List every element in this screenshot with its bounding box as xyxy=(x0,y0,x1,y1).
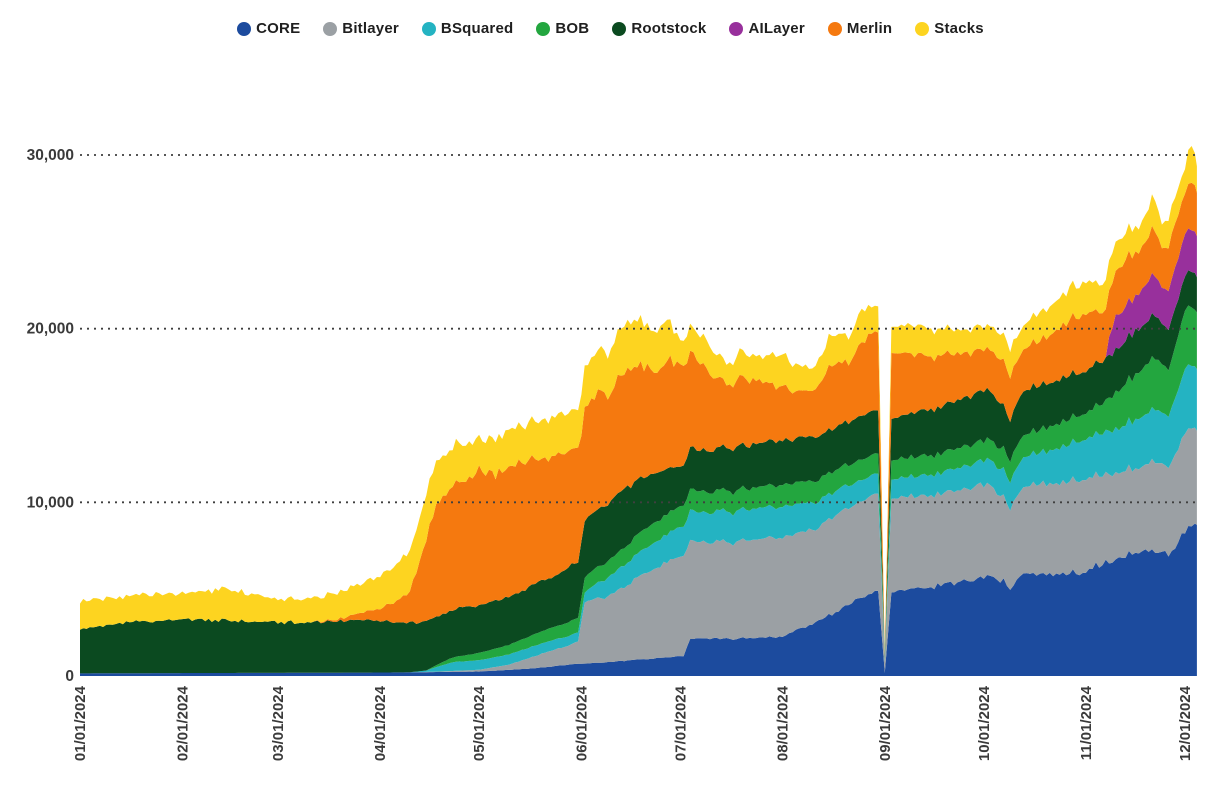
legend-item-ailayer[interactable]: AILayer xyxy=(729,20,805,37)
y-tick-label: 30,000 xyxy=(27,147,74,164)
legend-swatch-merlin-icon xyxy=(827,21,842,36)
legend-swatch-ailayer-icon xyxy=(729,21,744,36)
legend-label: Bitlayer xyxy=(342,20,399,37)
legend-item-bsquared[interactable]: BSquared xyxy=(421,20,514,37)
area-merlin[interactable] xyxy=(80,182,1197,656)
legend-swatch-bsquared-icon xyxy=(421,21,436,36)
legend-label: CORE xyxy=(256,20,301,37)
legend-item-merlin[interactable]: Merlin xyxy=(827,20,893,37)
legend-swatch-bob-icon xyxy=(536,21,551,36)
x-tick-label: 02/01/2024 xyxy=(174,685,191,761)
legend-swatch-rootstock-icon xyxy=(612,21,627,36)
area-stacks[interactable] xyxy=(80,146,1197,653)
x-tick-label: 11/01/2024 xyxy=(1078,685,1095,760)
area-bitlayer[interactable] xyxy=(80,427,1197,674)
x-tick-label: 10/01/2024 xyxy=(976,685,993,761)
x-tick-label: 05/01/2024 xyxy=(471,685,488,761)
x-tick-label: 01/01/2024 xyxy=(72,685,89,761)
legend-swatch-stacks-icon xyxy=(915,21,930,36)
legend-item-bob[interactable]: BOB xyxy=(536,20,589,37)
y-tick-label: 10,000 xyxy=(27,494,74,511)
legend-item-stacks[interactable]: Stacks xyxy=(915,20,984,37)
x-tick-label: 04/01/2024 xyxy=(372,685,389,761)
legend-label: Rootstock xyxy=(631,20,707,37)
x-tick-label: 08/01/2024 xyxy=(775,685,792,761)
legend-item-bitlayer[interactable]: Bitlayer xyxy=(323,20,399,37)
legend-label: BOB xyxy=(555,20,590,37)
legend-swatch-core-icon xyxy=(237,21,252,36)
y-tick-label: 0 xyxy=(65,668,74,685)
x-tick-label: 06/01/2024 xyxy=(573,685,590,761)
x-tick-label: 12/01/2024 xyxy=(1177,685,1194,761)
y-tick-label: 20,000 xyxy=(27,321,74,338)
legend-label: Merlin xyxy=(846,20,893,37)
legend-label: BSquared xyxy=(440,20,514,37)
legend-item-core[interactable]: CORE xyxy=(237,20,300,37)
x-tick-label: 03/01/2024 xyxy=(270,685,287,761)
x-tick-label: 09/01/2024 xyxy=(877,685,894,761)
legend-label: AILayer xyxy=(748,20,805,37)
legend-label: Stacks xyxy=(934,20,984,37)
legend-swatch-bitlayer-icon xyxy=(323,21,338,36)
area-core[interactable] xyxy=(80,523,1197,676)
chart-legend: CORE Bitlayer BSquared BOB Rootstock AILayer M… xyxy=(0,20,1221,37)
legend-item-rootstock[interactable]: Rootstock xyxy=(612,20,706,37)
x-tick-label: 07/01/2024 xyxy=(672,685,689,761)
area-rootstock[interactable] xyxy=(80,270,1197,674)
